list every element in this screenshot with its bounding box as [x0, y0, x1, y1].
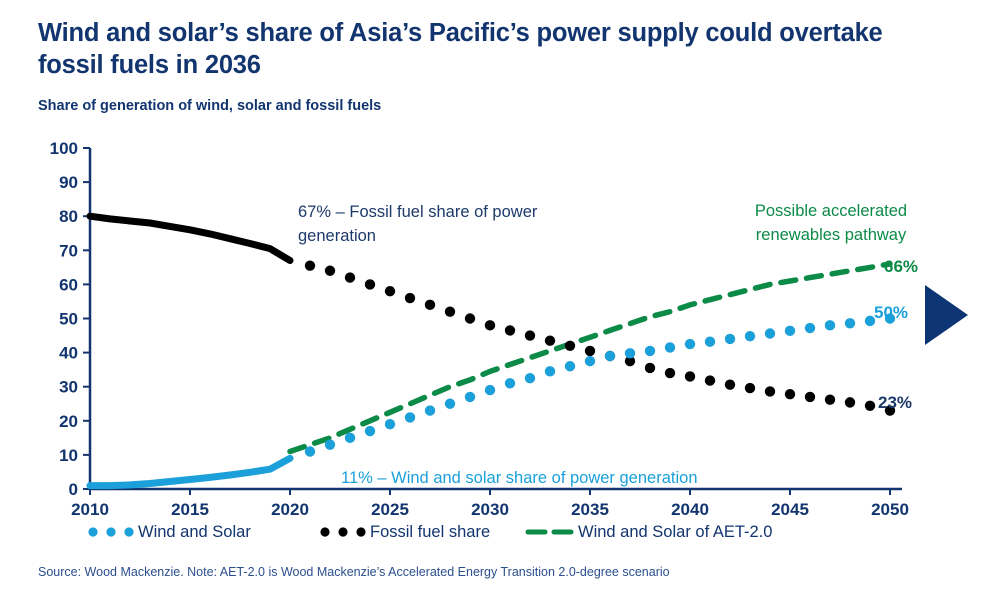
y-tick-label: 30 [59, 378, 78, 397]
annotation-fossil-line1: 67% – Fossil fuel share of power [298, 203, 538, 221]
series-wind-solar-aet [287, 261, 893, 455]
y-tick-label: 10 [59, 446, 78, 465]
annotation-renewables-line1: Possible accelerated [755, 202, 907, 220]
x-tick-label: 2030 [471, 500, 509, 519]
annotation-wind-solar: 11% – Wind and solar share of power gene… [341, 469, 698, 487]
legend-item[interactable]: Wind and Solar of AET-2.0 [525, 523, 772, 541]
x-axis-tick-labels: 2010 2015 2020 2025 2030 2035 2040 2045 2050 [71, 500, 909, 519]
x-tick-label: 2050 [871, 500, 909, 519]
x-tick-label: 2010 [71, 500, 109, 519]
x-tick-label: 2045 [771, 500, 809, 519]
endpoint-label-fossil: 23% [878, 393, 912, 412]
x-tick-label: 2040 [671, 500, 709, 519]
series-fossil-fuel-share [86, 212, 896, 416]
legend-item-label: Fossil fuel share [370, 523, 490, 541]
y-tick-label: 70 [59, 241, 78, 260]
y-tick-label: 60 [59, 275, 78, 294]
y-tick-label: 20 [59, 412, 78, 431]
arrow-right-icon [925, 285, 968, 345]
y-tick-label: 50 [59, 310, 78, 329]
annotation-renewables-line2: renewables pathway [756, 226, 907, 244]
legend-item[interactable]: Wind and Solar [88, 523, 251, 541]
y-tick-label: 0 [69, 480, 78, 499]
y-tick-label: 40 [59, 344, 78, 363]
x-tick-label: 2020 [271, 500, 309, 519]
x-tick-label: 2035 [571, 500, 609, 519]
chart-axes [83, 147, 902, 495]
legend-item[interactable]: Fossil fuel share [320, 523, 490, 541]
legend-item-label: Wind and Solar [138, 523, 251, 541]
endpoint-label-aet: 66% [884, 257, 918, 276]
y-tick-label: 80 [59, 207, 78, 226]
annotation-fossil-line2: generation [298, 227, 376, 245]
y-tick-label: 90 [59, 173, 78, 192]
endpoint-label-wind-solar: 50% [874, 303, 908, 322]
legend-item-label: Wind and Solar of AET-2.0 [578, 523, 772, 541]
x-tick-label: 2015 [171, 500, 209, 519]
chart-subtitle: Share of generation of wind, solar and f… [38, 98, 382, 114]
y-axis-tick-labels: 0 10 20 30 40 50 60 70 80 90 100 [50, 139, 78, 499]
series-wind-and-solar [86, 313, 896, 490]
x-tick-label: 2025 [371, 500, 409, 519]
page-title: Wind and solar’s share of Asia’s Pacific… [38, 19, 883, 79]
chart-legend: Wind and Solar Fossil fuel share Wind and … [88, 523, 772, 541]
y-tick-label: 100 [50, 139, 78, 158]
source-note: Source: Wood Mackenzie. Note: AET-2.0 is… [38, 565, 670, 579]
